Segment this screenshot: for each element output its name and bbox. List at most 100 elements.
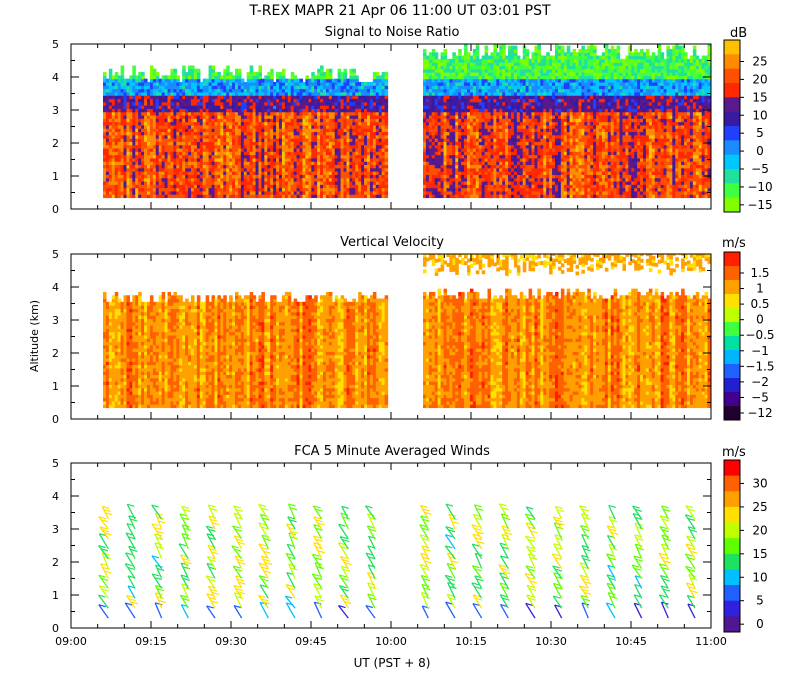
snr-cell bbox=[132, 190, 136, 195]
snr-cell bbox=[425, 91, 430, 96]
snr-cell bbox=[428, 55, 433, 60]
snr-cell bbox=[455, 68, 459, 73]
snr-cell bbox=[120, 190, 125, 195]
snr-cell bbox=[293, 147, 298, 152]
snr-cell bbox=[372, 91, 377, 96]
snr-cell bbox=[155, 151, 160, 156]
snr-cell bbox=[434, 167, 439, 172]
snr-cell bbox=[434, 121, 439, 126]
snr-cell bbox=[449, 118, 453, 123]
snr-cell bbox=[340, 180, 345, 185]
snr-cell bbox=[232, 91, 236, 96]
snr-cell bbox=[158, 105, 163, 109]
snr-cell bbox=[449, 81, 453, 86]
snr-cell bbox=[440, 78, 445, 83]
snr-cell bbox=[487, 151, 492, 156]
snr-cell bbox=[502, 190, 506, 195]
snr-cell bbox=[135, 180, 139, 185]
snr-cell bbox=[135, 161, 139, 166]
snr-cell bbox=[487, 91, 492, 96]
snr-cell bbox=[493, 95, 497, 100]
snr-cell bbox=[372, 144, 377, 149]
snr-cell bbox=[170, 161, 174, 166]
snr-cell bbox=[108, 190, 113, 195]
snr-cell bbox=[337, 68, 342, 73]
snr-cell bbox=[337, 121, 342, 126]
snr-cell bbox=[235, 121, 239, 126]
snr-cell bbox=[173, 144, 177, 149]
snr-cell bbox=[367, 177, 371, 182]
snr-cell bbox=[120, 184, 125, 189]
snr-cell bbox=[191, 157, 195, 162]
snr-cell bbox=[208, 98, 213, 103]
snr-cell bbox=[308, 105, 312, 109]
snr-cell bbox=[193, 141, 198, 146]
snr-cell bbox=[258, 124, 262, 129]
snr-cell bbox=[508, 78, 512, 83]
snr-cell bbox=[188, 138, 192, 142]
snr-cell bbox=[296, 114, 301, 119]
snr-cell bbox=[458, 72, 462, 76]
snr-cell bbox=[508, 194, 512, 199]
snr-cell bbox=[240, 98, 245, 103]
snr-cell bbox=[493, 55, 497, 60]
snr-cell bbox=[217, 108, 221, 113]
snr-cell bbox=[182, 174, 186, 179]
snr-cell bbox=[343, 68, 348, 73]
snr-cell bbox=[372, 128, 377, 133]
snr-cell bbox=[314, 194, 318, 199]
snr-cell bbox=[226, 72, 230, 76]
snr-cell bbox=[328, 128, 333, 133]
snr-cell bbox=[276, 88, 280, 93]
snr-cell bbox=[325, 190, 330, 195]
snr-cell bbox=[237, 194, 242, 199]
snr-cell bbox=[320, 124, 324, 129]
snr-cell bbox=[381, 190, 386, 195]
snr-cell bbox=[185, 108, 189, 113]
snr-cell bbox=[217, 174, 221, 179]
snr-cell bbox=[182, 81, 186, 86]
snr-cell bbox=[237, 121, 242, 126]
snr-cell bbox=[261, 161, 265, 166]
snr-cell bbox=[499, 111, 503, 116]
snr-cell bbox=[202, 171, 207, 175]
snr-cell bbox=[467, 167, 471, 172]
snr-cell bbox=[182, 72, 186, 76]
snr-cell bbox=[508, 81, 512, 86]
snr-cell bbox=[490, 157, 494, 162]
snr-cell bbox=[478, 105, 483, 109]
snr-cell bbox=[249, 65, 254, 70]
snr-cell bbox=[108, 161, 113, 166]
snr-cell bbox=[273, 164, 277, 169]
snr-cell bbox=[208, 105, 213, 109]
snr-cell bbox=[205, 121, 210, 126]
snr-cell bbox=[469, 161, 474, 166]
snr-cell bbox=[428, 177, 433, 182]
snr-cell bbox=[434, 65, 439, 70]
snr-cell bbox=[455, 151, 459, 156]
snr-cell bbox=[369, 131, 374, 136]
snr-cell bbox=[193, 167, 198, 172]
snr-cell bbox=[464, 108, 468, 113]
snr-cell bbox=[458, 184, 462, 189]
snr-cell bbox=[464, 72, 468, 76]
snr-cell bbox=[355, 177, 359, 182]
snr-cell bbox=[443, 128, 448, 133]
snr-cell bbox=[167, 144, 172, 149]
snr-cell bbox=[469, 147, 474, 152]
snr-cell bbox=[469, 164, 474, 169]
snr-cell bbox=[223, 101, 227, 106]
snr-cell bbox=[287, 124, 292, 129]
snr-cell bbox=[232, 174, 236, 179]
snr-cell bbox=[240, 134, 245, 139]
snr-cell bbox=[314, 171, 318, 175]
snr-cell bbox=[461, 118, 465, 123]
snr-cell bbox=[176, 177, 180, 182]
snr-cell bbox=[455, 194, 459, 199]
snr-cell bbox=[367, 161, 371, 166]
snr-cell bbox=[273, 194, 277, 199]
snr-cell bbox=[481, 118, 486, 123]
snr-cell bbox=[328, 157, 333, 162]
snr-cell bbox=[161, 194, 166, 199]
snr-cell bbox=[117, 147, 122, 152]
